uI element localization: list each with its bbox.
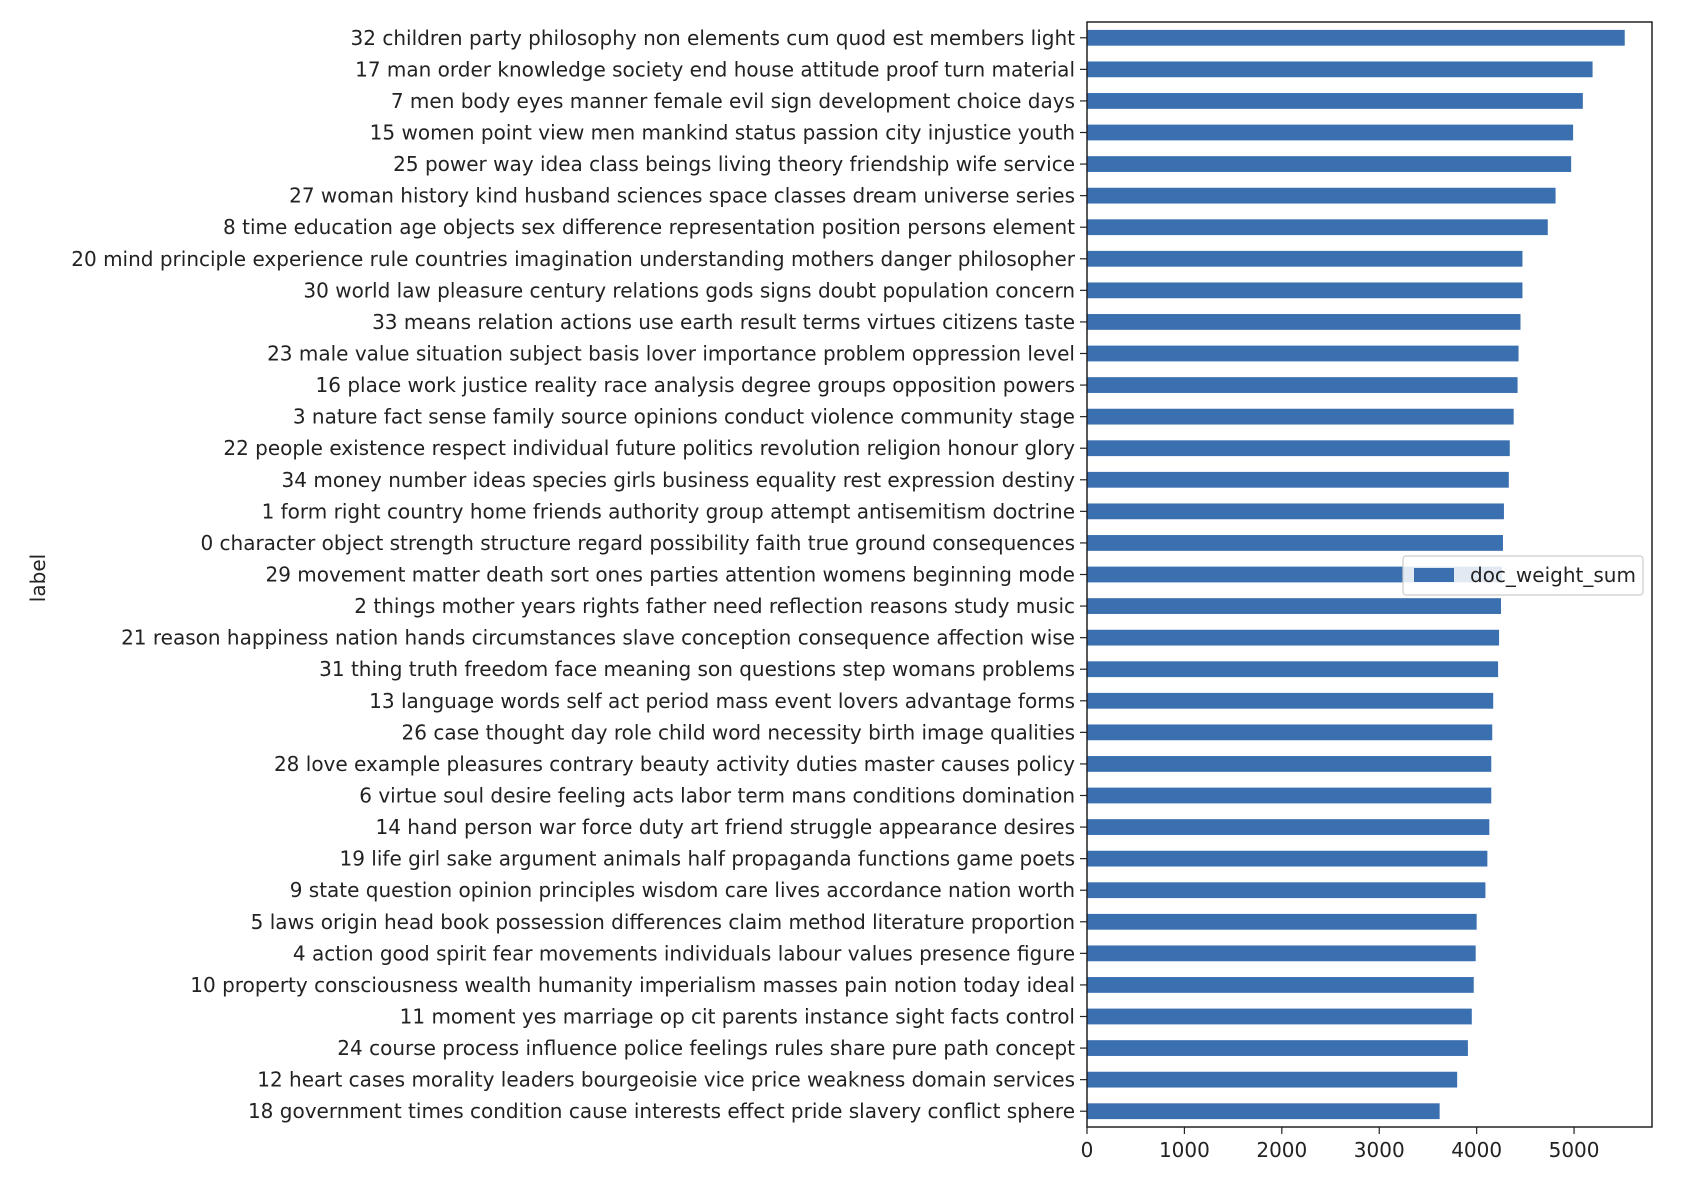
y-tick-label: 26 case thought day role child word nece… bbox=[402, 720, 1075, 744]
x-tick-label: 1000 bbox=[1159, 1138, 1210, 1162]
y-tick-label: 29 movement matter death sort ones parti… bbox=[265, 563, 1075, 587]
y-tick-labels: 32 children party philosophy non element… bbox=[71, 26, 1087, 1123]
bar bbox=[1087, 219, 1548, 236]
y-tick-label: 33 means relation actions use earth resu… bbox=[372, 310, 1075, 334]
y-tick-label: 16 place work justice reality race analy… bbox=[316, 373, 1075, 397]
bar bbox=[1087, 535, 1503, 551]
bar bbox=[1087, 598, 1502, 614]
y-tick-label: 11 moment yes marriage op cit parents in… bbox=[400, 1005, 1075, 1029]
x-tick-label: 5000 bbox=[1549, 1138, 1600, 1162]
y-tick-label: 24 course process influence police feeli… bbox=[337, 1036, 1075, 1060]
y-tick-label: 4 action good spirit fear movements indi… bbox=[293, 941, 1075, 965]
y-tick-label: 9 state question opinion principles wisd… bbox=[290, 878, 1075, 902]
bar bbox=[1087, 566, 1502, 583]
y-tick-label: 0 character object strength structure re… bbox=[200, 531, 1075, 555]
bar bbox=[1087, 29, 1625, 46]
y-tick-label: 19 life girl sake argument animals half … bbox=[340, 847, 1076, 871]
y-tick-label: 31 thing truth freedom face meaning son … bbox=[319, 657, 1075, 681]
y-tick-label: 14 hand person war force duty art friend… bbox=[375, 815, 1075, 839]
y-tick-label: 12 heart cases morality leaders bourgeoi… bbox=[257, 1068, 1075, 1092]
y-tick-label: 1 form right country home friends author… bbox=[262, 499, 1075, 523]
y-tick-label: 22 people existence respect individual f… bbox=[223, 436, 1075, 460]
bar bbox=[1087, 977, 1474, 993]
y-tick-label: 23 male value situation subject basis lo… bbox=[267, 342, 1075, 366]
y-tick-label: 7 men body eyes manner female evil sign … bbox=[391, 89, 1075, 113]
bar bbox=[1087, 724, 1493, 741]
y-tick-label: 2 things mother years rights father need… bbox=[354, 594, 1075, 618]
y-tick-label: 28 love example pleasures contrary beaut… bbox=[274, 752, 1075, 776]
bar bbox=[1087, 756, 1492, 772]
y-tick-label: 25 power way idea class beings living th… bbox=[393, 152, 1075, 176]
bar bbox=[1087, 93, 1583, 109]
legend-frame bbox=[1402, 555, 1644, 596]
bar bbox=[1087, 61, 1593, 78]
y-tick-label: 30 world law pleasure century relations … bbox=[303, 278, 1075, 302]
y-tick-label: 5 laws origin head book possession diffe… bbox=[251, 910, 1075, 934]
y-tick-label: 3 nature fact sense family source opinio… bbox=[293, 405, 1075, 429]
bar bbox=[1087, 787, 1492, 804]
bar bbox=[1087, 1103, 1440, 1120]
bar bbox=[1087, 819, 1490, 835]
y-tick-label: 20 mind principle experience rule countr… bbox=[71, 247, 1075, 271]
x-tick-label: 0 bbox=[1081, 1138, 1094, 1162]
bar bbox=[1087, 187, 1556, 204]
y-tick-label: 13 language words self act period mass e… bbox=[369, 689, 1075, 713]
bars-group bbox=[1087, 29, 1625, 1120]
bar bbox=[1087, 692, 1494, 709]
x-tick-label: 3000 bbox=[1354, 1138, 1405, 1162]
bar bbox=[1087, 440, 1510, 457]
bar bbox=[1087, 945, 1476, 962]
y-tick-label: 21 reason happiness nation hands circums… bbox=[121, 626, 1075, 650]
legend: doc_weight_sum bbox=[1402, 555, 1644, 596]
bar bbox=[1087, 1008, 1472, 1025]
bar bbox=[1087, 913, 1477, 930]
bar bbox=[1087, 850, 1488, 867]
bar bbox=[1087, 345, 1519, 362]
y-tick-label: 10 property consciousness wealth humanit… bbox=[190, 973, 1075, 997]
bar bbox=[1087, 314, 1521, 330]
x-ticks: 0 1000 2000 3000 4000 5000 bbox=[1081, 1127, 1600, 1162]
legend-entry-doc-weight-sum: doc_weight_sum bbox=[1470, 563, 1636, 587]
y-tick-label: 15 women point view men mankind status p… bbox=[370, 121, 1075, 145]
bar bbox=[1087, 1071, 1458, 1088]
y-tick-label: 17 man order knowledge society end house… bbox=[355, 57, 1075, 81]
x-tick-label: 2000 bbox=[1256, 1138, 1307, 1162]
bar bbox=[1087, 408, 1514, 425]
bar bbox=[1087, 377, 1518, 393]
bar bbox=[1087, 471, 1509, 488]
bar bbox=[1087, 250, 1523, 267]
bar bbox=[1087, 156, 1572, 172]
legend-swatch bbox=[1414, 568, 1454, 582]
bar bbox=[1087, 629, 1500, 646]
bar bbox=[1087, 882, 1486, 899]
y-tick-label: 6 virtue soul desire feeling acts labor … bbox=[359, 784, 1075, 808]
y-tick-label: 8 time education age objects sex differe… bbox=[223, 215, 1075, 239]
y-tick-label: 32 children party philosophy non element… bbox=[351, 26, 1076, 50]
bar bbox=[1087, 1040, 1468, 1056]
y-axis-title: label bbox=[26, 554, 50, 602]
y-tick-label: 27 woman history kind husband sciences s… bbox=[289, 184, 1075, 208]
bar bbox=[1087, 124, 1574, 141]
y-tick-label: 34 money number ideas species girls busi… bbox=[282, 468, 1076, 492]
bar bbox=[1087, 661, 1499, 678]
x-tick-label: 4000 bbox=[1451, 1138, 1502, 1162]
bar bbox=[1087, 282, 1523, 299]
y-tick-label: 18 government times condition cause inte… bbox=[248, 1099, 1075, 1123]
bar bbox=[1087, 503, 1504, 520]
